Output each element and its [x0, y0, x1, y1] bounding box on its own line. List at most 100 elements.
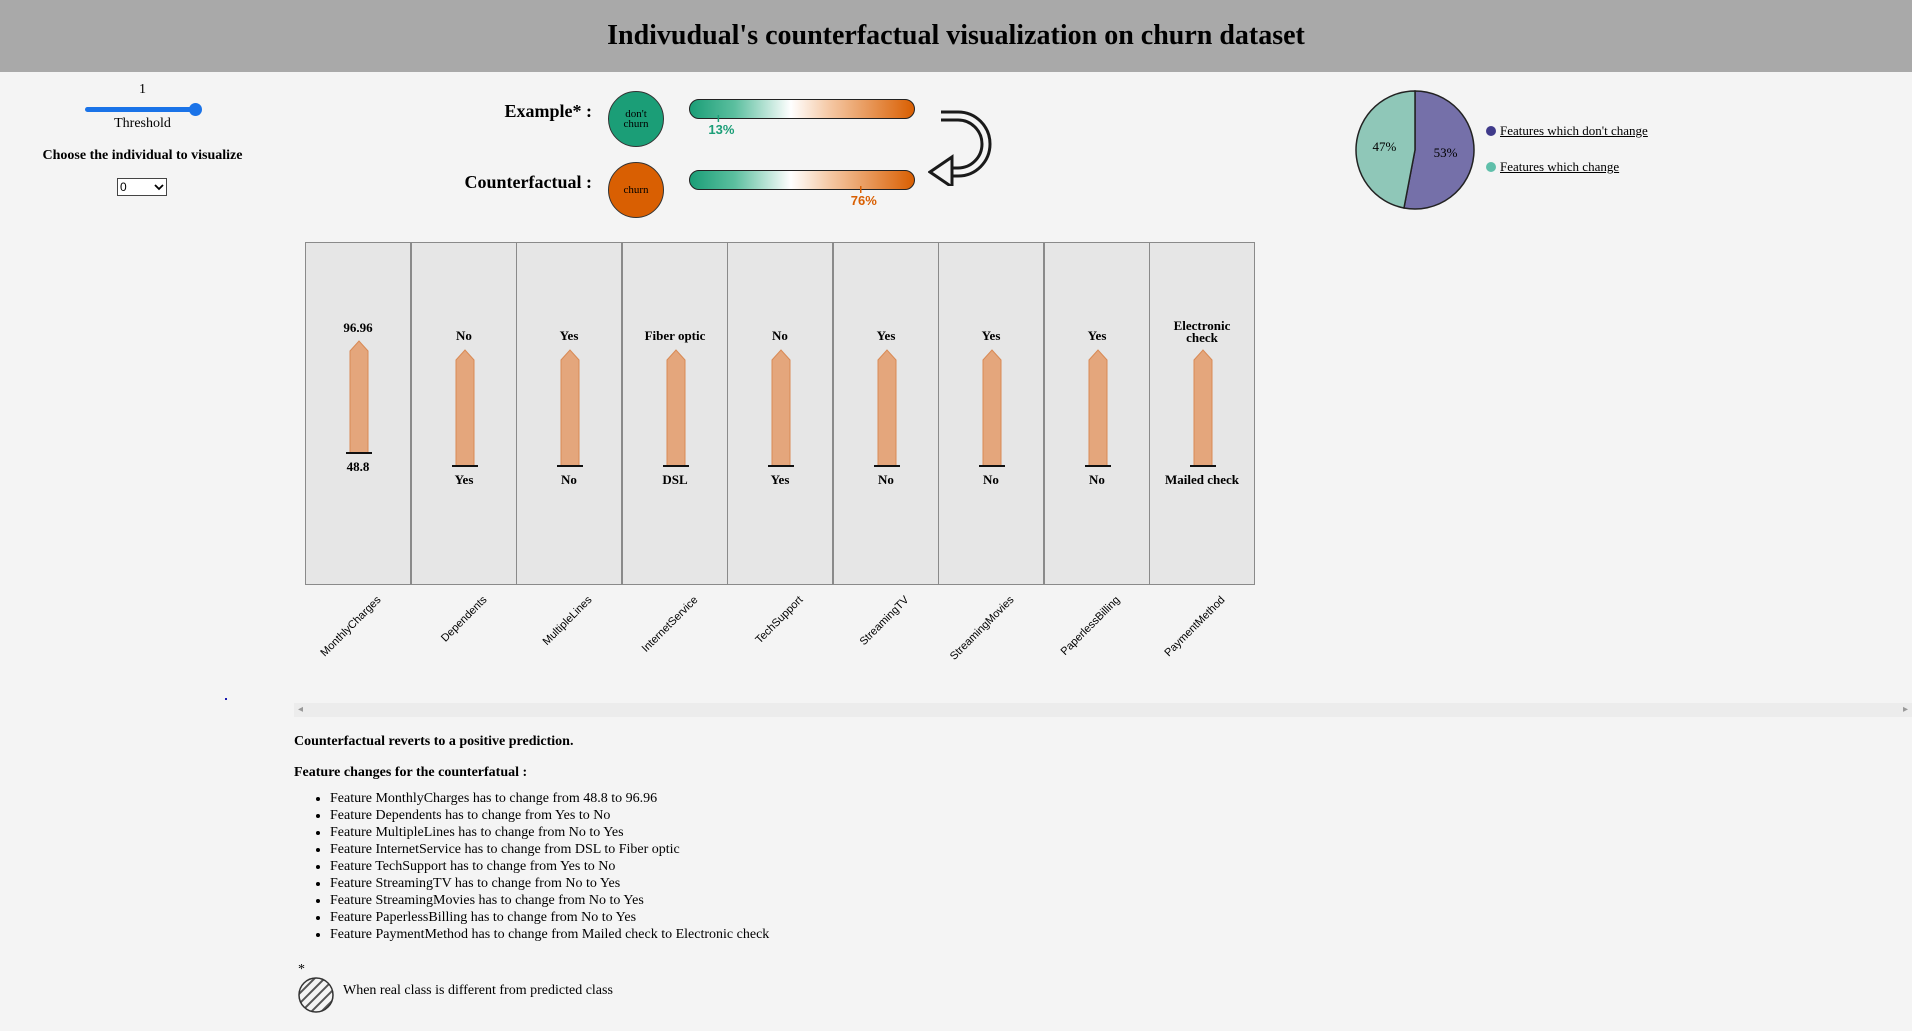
example-prediction-line1: don't — [625, 108, 647, 120]
feature-original-value: DSL — [662, 472, 688, 487]
page-header: Indivudual's counterfactual visualizatio… — [0, 0, 1912, 72]
feature-change-arrow — [557, 349, 583, 467]
feature-target-value: Yes — [1087, 328, 1107, 343]
counterfactual-prediction-text: churn — [623, 184, 649, 196]
legend-dot-unchanged — [1486, 126, 1496, 136]
feature-target-value: Yes — [559, 328, 579, 343]
feature-panel-techsupport: No Yes — [727, 242, 833, 585]
feature-target-value: Yes — [981, 328, 1001, 343]
feature-panel-paperlessbilling: Yes No — [1044, 242, 1150, 585]
change-list-item: Feature MultipleLines has to change from… — [330, 824, 769, 841]
change-list-item: Feature Dependents has to change from Ye… — [330, 807, 769, 824]
feature-change-arrow — [663, 349, 689, 467]
legend-item-changed[interactable]: Features which change — [1486, 159, 1619, 175]
feature-original-value: Yes — [454, 472, 474, 487]
feature-target-line2: check — [1186, 330, 1218, 345]
example-probability-tick — [717, 115, 720, 122]
change-list-item: Feature TechSupport has to change from Y… — [330, 858, 769, 875]
feature-panel-streamingmovies: Yes No — [938, 242, 1044, 585]
change-list-item: Feature StreamingTV has to change from N… — [330, 875, 769, 892]
counterfactual-prediction-circle: churn — [608, 162, 664, 218]
feature-target-value: Electronic check — [1150, 318, 1254, 345]
slider-thumb[interactable] — [189, 103, 202, 116]
scroll-left-icon[interactable]: ◂ — [298, 704, 304, 715]
footnote-star: * — [298, 962, 305, 977]
feature-axis-label: PaymentMethod — [1162, 594, 1228, 660]
scroll-right-icon[interactable]: ▸ — [1902, 704, 1908, 715]
change-list-item: Feature StreamingMovies has to change fr… — [330, 892, 769, 909]
feature-axis-label: TechSupport — [753, 594, 806, 647]
counterfactual-probability-label: 76% — [850, 193, 877, 208]
feature-original-value: Yes — [770, 472, 790, 487]
return-arrow-icon — [928, 110, 992, 186]
feature-original-value: 48.8 — [346, 459, 370, 474]
threshold-value: 1 — [139, 82, 146, 97]
legend-link-unchanged[interactable]: Features which don't change — [1500, 123, 1648, 138]
pie-slice — [1355, 90, 1416, 209]
change-arrow-shape — [455, 349, 475, 467]
feature-axis-label: MultipleLines — [540, 594, 595, 648]
change-list-item: Feature PaymentMethod has to change from… — [330, 926, 769, 943]
change-list-item: Feature PaperlessBilling has to change f… — [330, 909, 769, 926]
feature-change-arrow — [1190, 349, 1216, 467]
example-probability-label: 13% — [708, 122, 735, 137]
example-probability-bar — [689, 99, 915, 119]
feature-panel-monthlycharges: 96.96 48.8 — [305, 242, 411, 585]
feature-panel-dependents: No Yes — [411, 242, 517, 585]
change-arrow-shape — [349, 340, 369, 454]
legend-link-changed[interactable]: Features which change — [1500, 159, 1620, 174]
chevron-down-icon — [154, 184, 164, 191]
changes-title: Feature changes for the counterfatual : — [294, 765, 528, 780]
change-list-item: Feature InternetService has to change fr… — [330, 841, 769, 858]
choose-individual-label: Choose the individual to visualize — [42, 148, 243, 163]
feature-panel-streamingtv: Yes No — [833, 242, 939, 585]
footnote-text: When real class is different from predic… — [343, 983, 613, 998]
counterfactual-probability-tick — [860, 186, 862, 193]
marker-dot — [225, 698, 227, 700]
feature-target-value: Yes — [876, 328, 896, 343]
feature-axis-label: StreamingMovies — [947, 594, 1017, 663]
feature-change-arrow — [346, 340, 372, 454]
feature-target-value: No — [772, 328, 788, 343]
feature-original-value: No — [561, 472, 577, 487]
counterfactual-probability-bar — [689, 170, 915, 190]
feature-axis-label: MonthlyCharges — [318, 594, 384, 660]
slider-track[interactable] — [85, 107, 197, 112]
hatched-circle-icon — [298, 977, 334, 1013]
feature-change-arrow — [452, 349, 478, 467]
feature-change-arrow — [979, 349, 1005, 467]
feature-target-value: 96.96 — [343, 320, 373, 335]
feature-panel-internetservice: Fiber optic DSL — [622, 242, 728, 585]
feature-change-arrow — [768, 349, 794, 467]
summary-text: Counterfactual reverts to a positive pre… — [294, 734, 574, 749]
feature-change-arrow — [874, 349, 900, 467]
feature-axis-label: PaperlessBilling — [1058, 594, 1123, 658]
individual-select-value: 0 — [120, 180, 127, 194]
example-prediction-circle: don't churn — [608, 91, 664, 147]
feature-original-value: Mailed check — [1164, 472, 1239, 487]
change-arrow-shape — [560, 349, 580, 467]
feature-target-line1: Electronic — [1173, 318, 1231, 333]
changes-list: Feature MonthlyCharges has to change fro… — [294, 790, 769, 943]
feature-original-value: No — [983, 472, 999, 487]
feature-panel-multiplelines: Yes No — [516, 242, 622, 585]
change-list-item: Feature MonthlyCharges has to change fro… — [330, 790, 769, 807]
horizontal-scrollbar[interactable]: ◂ ▸ — [294, 703, 1912, 717]
individual-select[interactable]: 0 — [117, 178, 167, 196]
feature-original-value: No — [878, 472, 894, 487]
pie-slice-label: 47% — [1373, 139, 1397, 154]
feature-panel-paymentmethod: Electronic check Mailed check — [1149, 242, 1255, 585]
feature-axis-label: InternetService — [639, 594, 701, 655]
feature-target-value: Fiber optic — [644, 328, 706, 343]
change-arrow-shape — [877, 349, 897, 467]
legend-dot-changed — [1486, 162, 1496, 172]
feature-change-arrow — [1085, 349, 1111, 467]
feature-axis-label: StreamingTV — [857, 594, 912, 648]
counterfactual-label: Counterfactual : — [464, 172, 592, 192]
threshold-label: Threshold — [114, 116, 171, 131]
legend-item-unchanged[interactable]: Features which don't change — [1486, 123, 1648, 139]
threshold-slider[interactable] — [85, 103, 202, 116]
feature-axis-label: Dependents — [439, 594, 490, 645]
pie-slice-label: 53% — [1434, 145, 1458, 160]
change-arrow-shape — [771, 349, 791, 467]
